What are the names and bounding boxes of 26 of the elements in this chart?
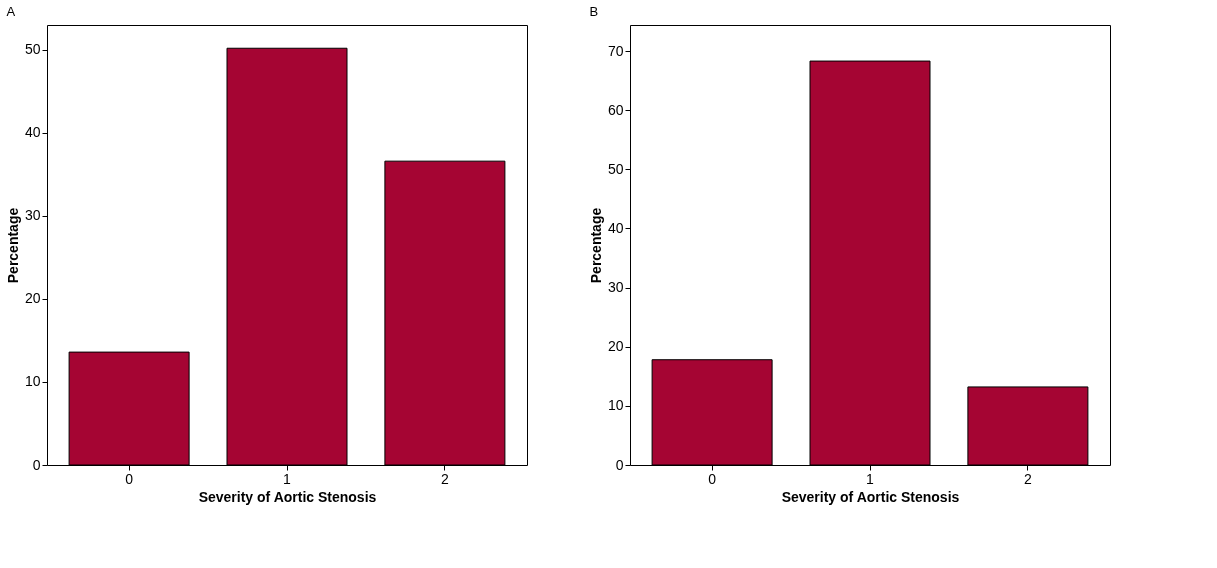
x-tick-label: 2 <box>441 470 449 487</box>
y-axis-title: Percentage <box>4 207 21 284</box>
x-tick-label: 0 <box>125 470 134 487</box>
y-tick-label: 0 <box>32 456 41 473</box>
y-tick-label: 0 <box>615 456 624 473</box>
chart-title: B <box>589 4 599 19</box>
x-tick-label: 0 <box>708 470 717 487</box>
y-tick-label: 20 <box>24 290 41 307</box>
y-tick-label: 70 <box>607 42 624 59</box>
x-tick-label: 1 <box>283 470 292 487</box>
chart-title: A <box>6 4 16 19</box>
y-tick-label: 10 <box>607 397 624 414</box>
y-tick-label: 40 <box>607 219 624 236</box>
y-tick-label: 30 <box>607 279 624 296</box>
y-tick-label: 20 <box>607 338 624 355</box>
y-tick-label: 50 <box>607 160 624 177</box>
x-axis-title: Severity of Aortic Stenosis <box>198 488 377 505</box>
y-tick-label: 60 <box>607 101 624 118</box>
x-tick-label: 2 <box>1024 470 1032 487</box>
y-axis-title: Percentage <box>587 207 604 284</box>
y-tick-label: 30 <box>24 207 41 224</box>
x-axis-title: Severity of Aortic Stenosis <box>781 488 960 505</box>
y-tick-label: 40 <box>24 124 41 141</box>
x-tick-label: 1 <box>866 470 875 487</box>
y-tick-label: 50 <box>24 41 41 58</box>
y-tick-label: 10 <box>24 373 41 390</box>
